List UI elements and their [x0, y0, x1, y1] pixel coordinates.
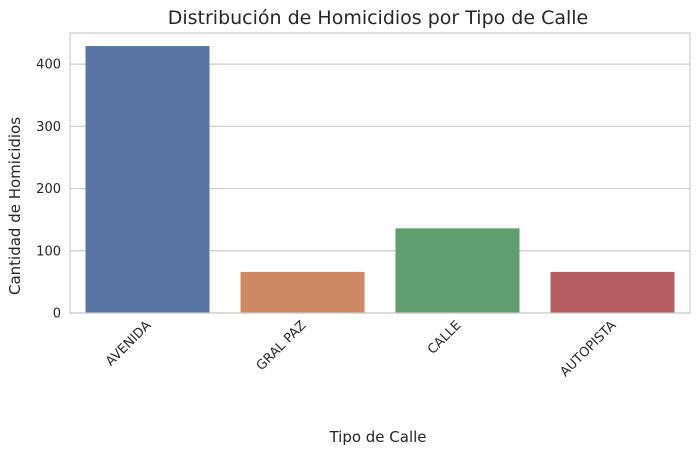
x-axis-label: Tipo de Calle [328, 428, 426, 446]
chart-title: Distribución de Homicidios por Tipo de C… [168, 7, 589, 29]
y-tick-label: 300 [36, 120, 61, 135]
bar-gral-paz [240, 271, 365, 313]
bars [85, 46, 675, 314]
y-tick-label: 100 [36, 244, 61, 259]
y-tick-label: 0 [53, 307, 61, 322]
y-tick-label: 200 [36, 182, 61, 197]
bar-calle [395, 228, 520, 313]
plot-frame [69, 32, 691, 314]
y-axis-label: Cantidad de Homicidios [6, 117, 24, 295]
bar-avenida [85, 46, 210, 314]
y-axis-ticks: 0 100 200 300 400 [36, 58, 61, 322]
bar-autopista [550, 271, 675, 313]
y-tick-label: 400 [36, 58, 61, 73]
